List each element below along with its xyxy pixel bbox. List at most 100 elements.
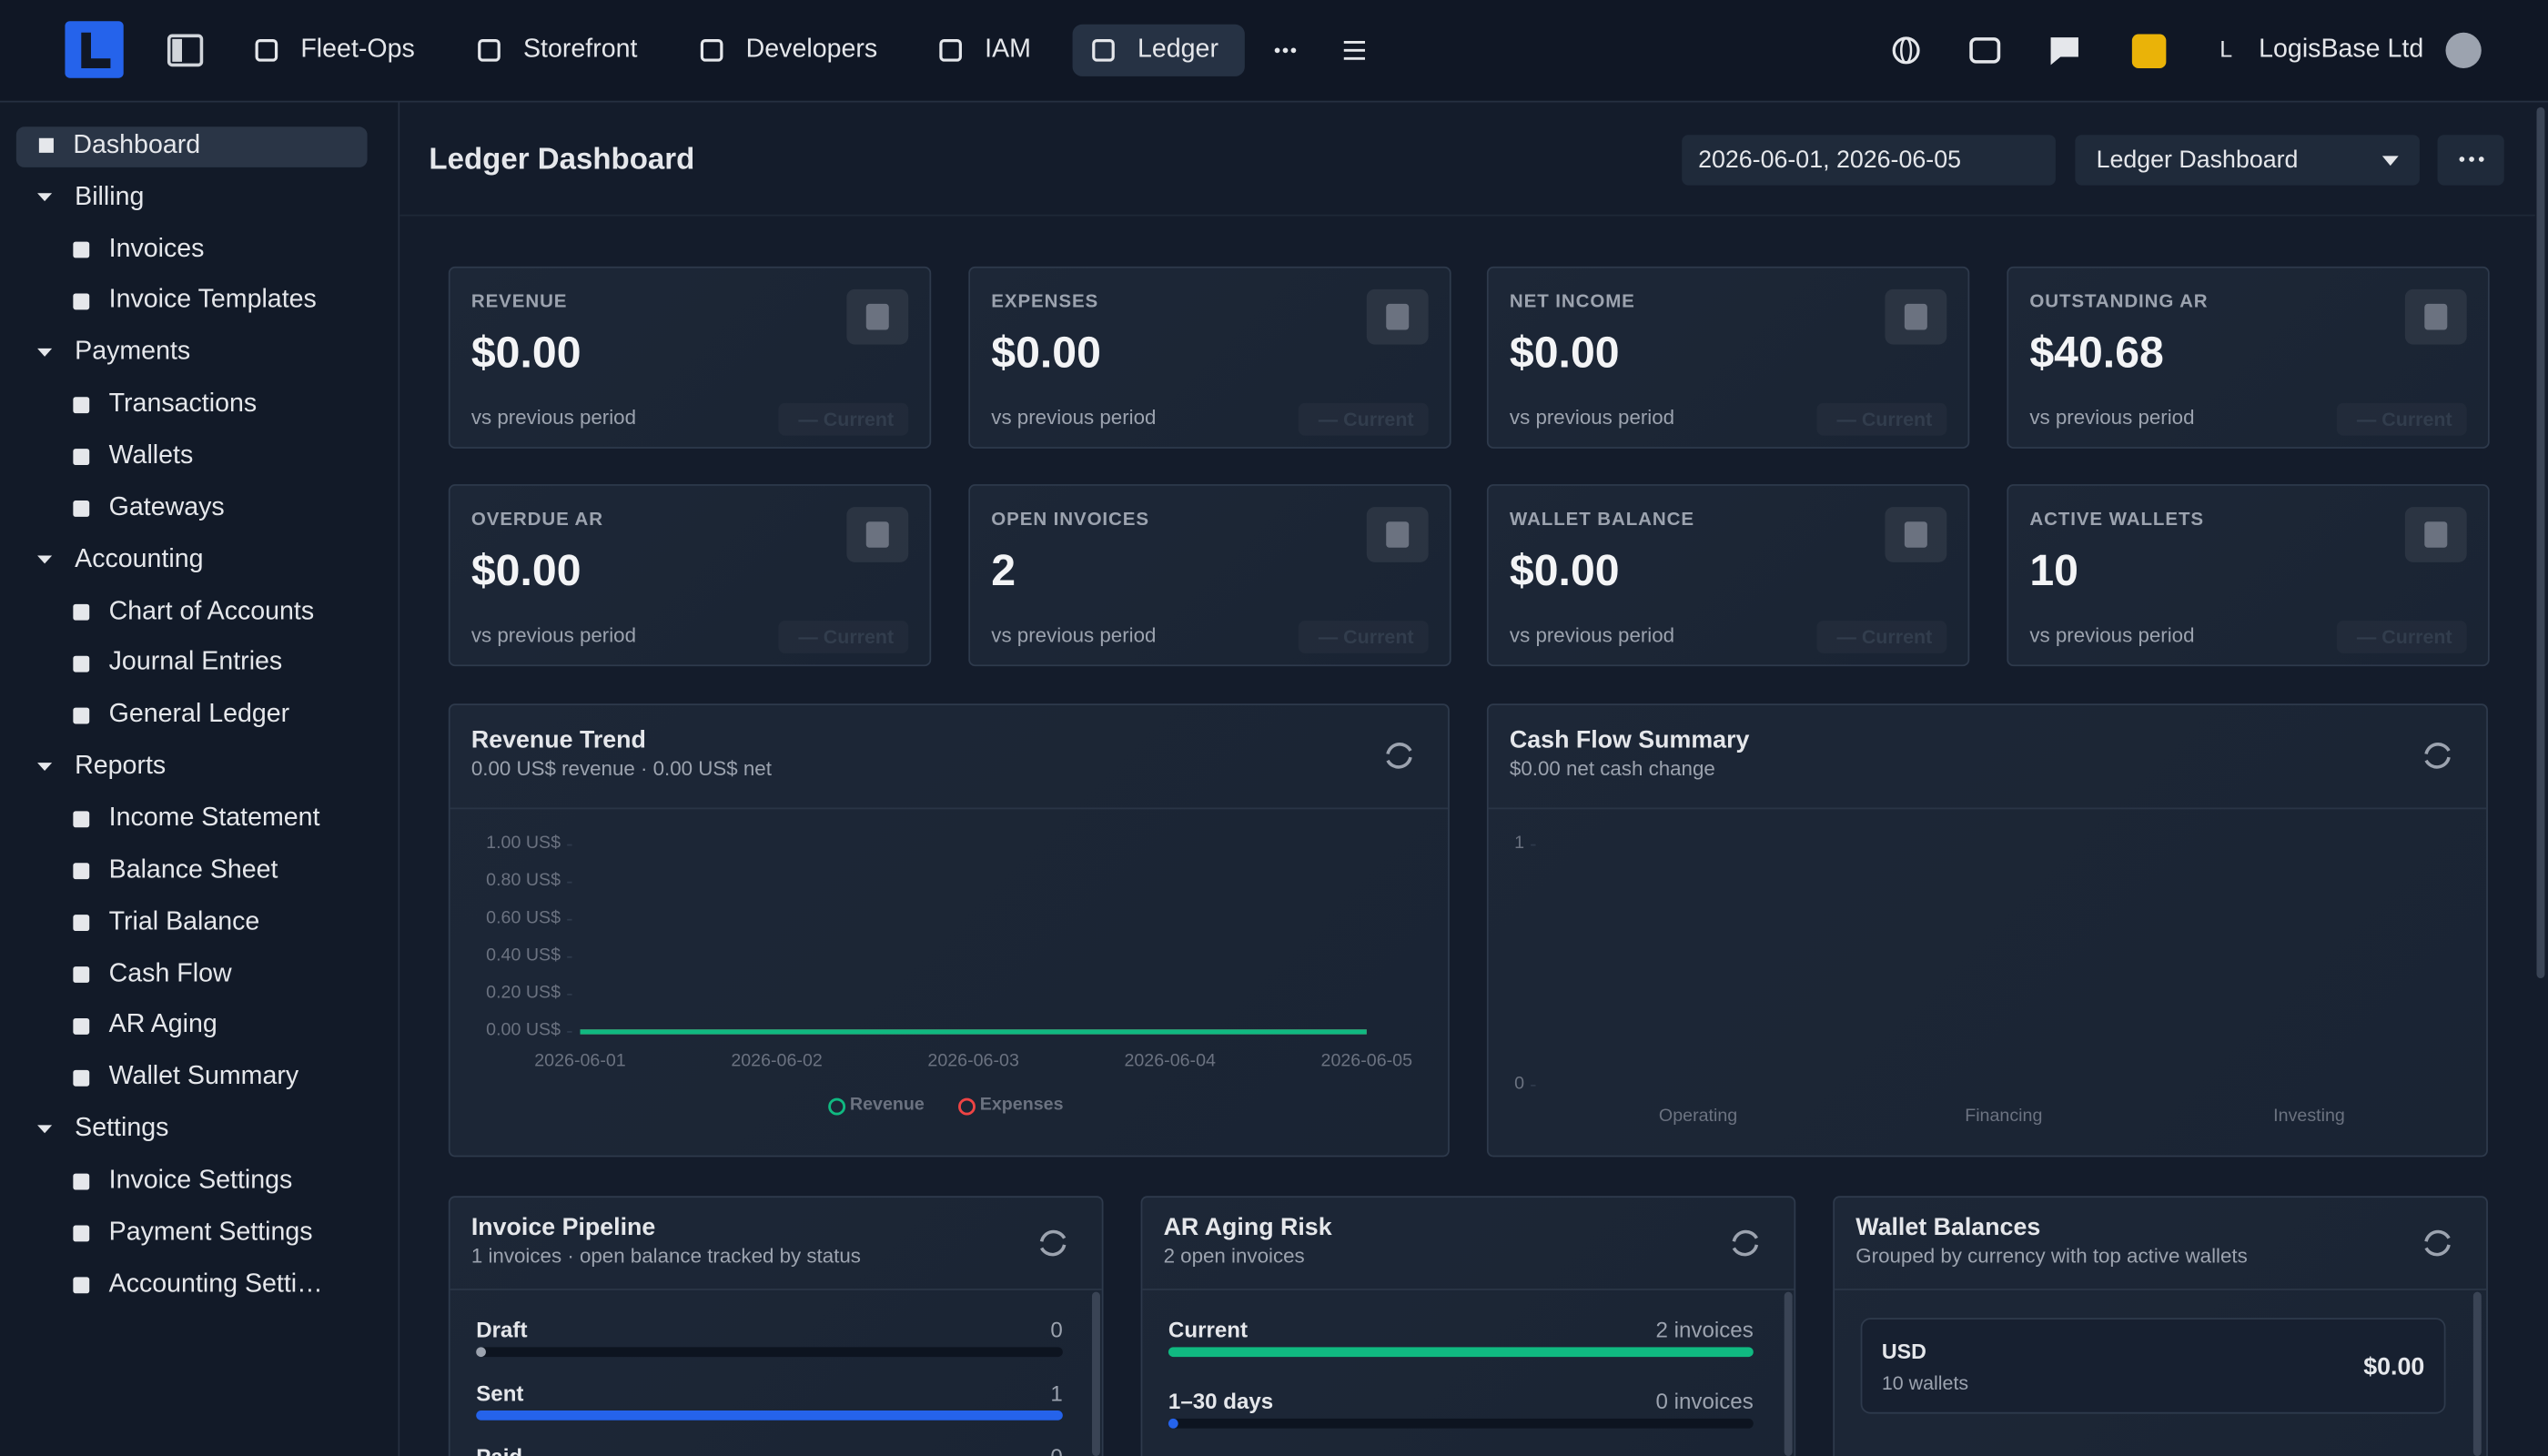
kpi-card [2007,484,2490,667]
sidebar-icon [38,137,54,153]
page-title: Ledger Dashboard [429,141,695,176]
y-tick-label: 0.40 US$ [486,945,561,966]
nav-item[interactable]: Storefront [523,35,638,64]
x-tick-label: Financing [1965,1107,2043,1127]
refresh-icon [1732,1229,1759,1257]
view-select-value: Ledger Dashboard [2096,145,2299,174]
sidebar-item[interactable]: Invoices [108,235,205,263]
sidebar-item[interactable]: General Ledger [108,701,290,729]
sidebar-item-icon [73,1277,90,1294]
organization-name[interactable]: LogisBase Ltd [2259,35,2424,64]
x-tick-label: 2026-06-02 [731,1051,823,1072]
sidebar-item[interactable]: Dashboard [73,131,201,159]
sidebar-item[interactable]: AR Aging [108,1011,217,1039]
sidebar-item[interactable]: Trial Balance [108,907,260,936]
kpi-card [1486,266,1970,449]
more-button-dot [2459,157,2465,162]
sidebar-item[interactable]: Cash Flow [108,959,232,987]
progress-track [1168,1418,1754,1429]
sidebar-item-icon [73,811,90,828]
nav-item[interactable]: IAM [985,35,1031,64]
row-label: Sent [476,1380,524,1405]
kpi-badge-text: — Current [1318,407,1414,430]
date-range-input[interactable] [1682,135,2056,186]
caret-icon [37,555,53,564]
sidebar-item[interactable]: Income Statement [108,804,320,833]
legend-label[interactable]: Expenses [979,1096,1064,1116]
nav-item[interactable]: Fleet-Ops [300,35,415,64]
caret-icon [37,348,53,357]
sidebar-toggle-icon [167,34,204,67]
wallet-currency: USD [1881,1339,1926,1364]
more-icon-dot [1282,47,1289,54]
sidebar-item[interactable]: Chart of Accounts [108,597,315,625]
kpi-icon [1904,303,1927,330]
sidebar-item[interactable]: Wallet Summary [108,1063,299,1091]
sidebar-item[interactable]: Transactions [108,389,258,419]
kpi-icon [1904,521,1927,548]
sidebar-item[interactable]: Payment Settings [108,1218,313,1247]
nav-icon [939,39,962,62]
sidebar-group[interactable]: Settings [75,1115,169,1143]
x-tick-label: 2026-06-04 [1124,1051,1216,1072]
more-icon-dot [1290,47,1297,54]
kpi-card [448,484,932,667]
wallet-item [1860,1318,2446,1414]
nav-item[interactable]: Developers [745,35,878,64]
ar-aging-card [1140,1196,1796,1456]
card-subtitle: 1 invoices · open balance tracked by sta… [470,1245,861,1269]
sidebar-item-icon [73,1017,90,1035]
nav-item[interactable]: Ledger [1138,35,1218,64]
refresh-icon [1386,743,1412,769]
kpi-badge-text: — Current [1318,624,1414,648]
sidebar-group[interactable]: Reports [75,752,167,781]
sidebar-item[interactable]: Invoice Settings [108,1167,293,1195]
kpi-note: vs previous period [991,624,1157,648]
card-subtitle: 0.00 US$ revenue · 0.00 US$ net [470,757,772,781]
sidebar-item-icon [73,863,90,880]
sidebar-item[interactable]: Balance Sheet [108,855,278,885]
kpi-card [968,266,1451,449]
kpi-note: vs previous period [991,406,1157,430]
x-tick-label: Investing [2273,1107,2345,1127]
sidebar-item-icon [73,603,90,621]
refresh-icon [1039,1229,1067,1257]
sidebar-group[interactable]: Payments [75,338,191,367]
sidebar-item-icon [73,1069,90,1087]
sidebar-item-icon [73,293,90,310]
sidebar-item[interactable]: Gateways [108,493,225,521]
sidebar-item[interactable]: Invoice Templates [108,286,317,315]
kpi-note: vs previous period [470,624,637,648]
globe-icon [1892,36,1920,65]
x-tick-label: 2026-06-03 [927,1051,1019,1072]
kpi-icon [1386,303,1410,330]
y-tick-label: 0.20 US$ [486,983,561,1004]
sidebar-group[interactable]: Accounting [75,545,204,573]
sidebar-item[interactable]: Journal Entries [108,649,283,677]
date-range-value: 2026-06-01, 2026-06-05 [1698,145,1961,174]
kpi-badge-text: — Current [798,407,895,430]
sidebar-item-icon [73,1173,90,1190]
kpi-card [448,266,932,449]
legend-label[interactable]: Revenue [849,1096,925,1116]
row-label: Draft [476,1317,528,1342]
card-header-divider [450,1289,1102,1290]
kpi-value: $0.00 [1509,328,1620,378]
revenue-trend-card [448,703,1450,1158]
sidebar-item[interactable]: Wallets [108,441,194,470]
card-subtitle: 2 open invoices [1163,1245,1305,1269]
sidebar-item[interactable]: Accounting Setti… [108,1269,323,1299]
y-tick-label: 0 [1514,1074,1525,1095]
caret-icon [37,763,53,771]
card-header-divider [1488,807,2487,810]
row-value: 0 invoices [1655,1388,1754,1413]
sidebar-group[interactable]: Billing [75,183,145,211]
view-select[interactable] [2075,135,2420,186]
y-tick-label: 1 [1514,834,1525,854]
logo-mark [81,32,111,68]
card-title: Revenue Trend [470,725,646,753]
page-scrollbar [2536,106,2545,979]
